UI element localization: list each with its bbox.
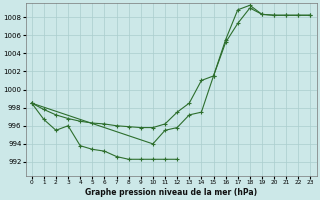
X-axis label: Graphe pression niveau de la mer (hPa): Graphe pression niveau de la mer (hPa) [85,188,257,197]
